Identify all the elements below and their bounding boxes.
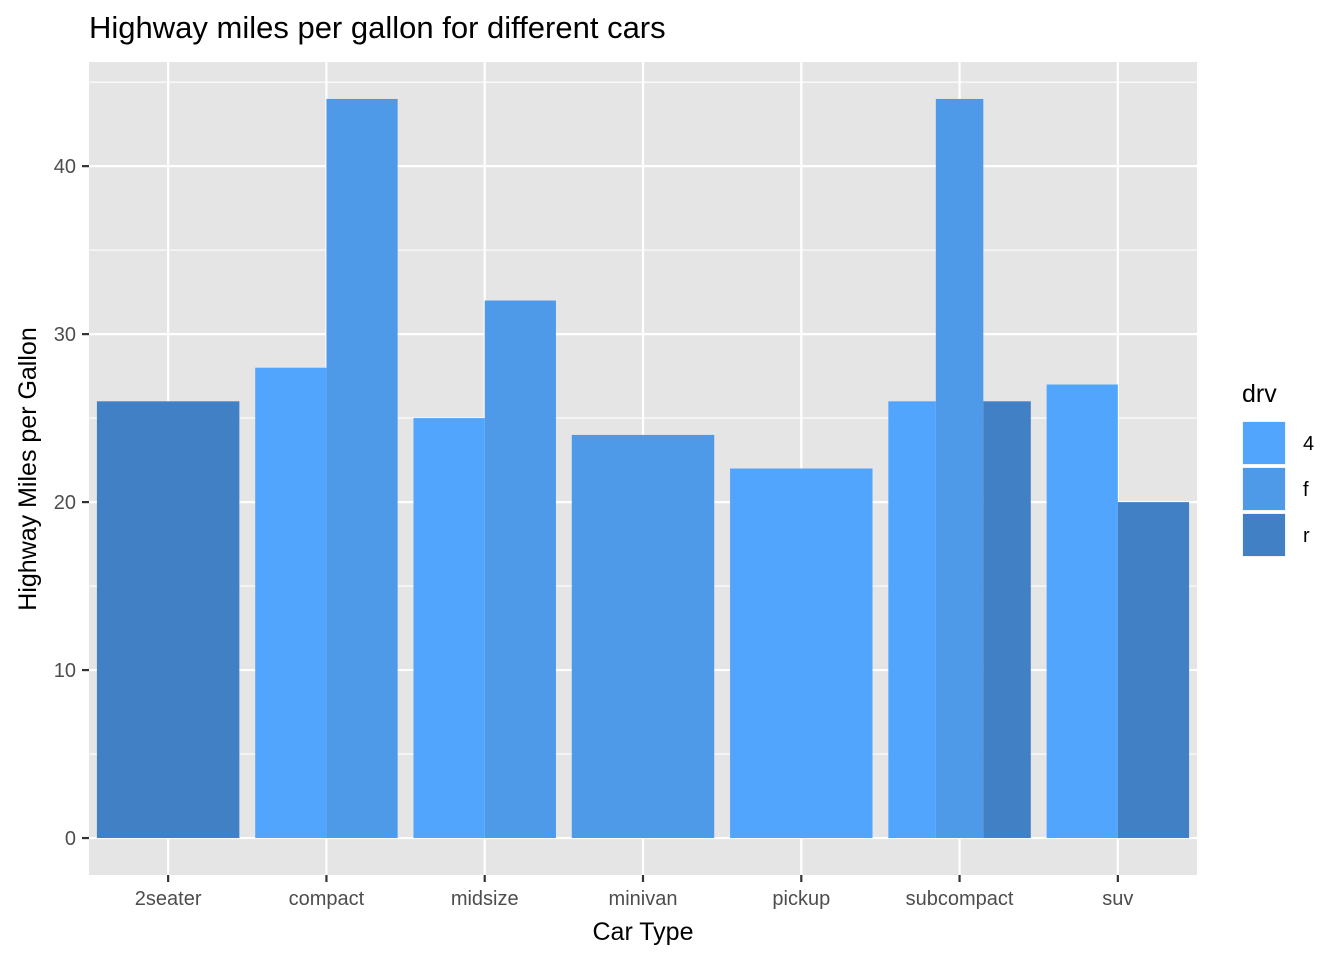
bar-suv-r: [1117, 502, 1190, 839]
bar-subcompact-4: [888, 401, 936, 839]
legend: drv 4 f r: [1242, 380, 1314, 557]
bar-minivan-f: [571, 434, 715, 839]
bar-subcompact-r: [983, 401, 1031, 839]
bar-pickup-4: [730, 468, 873, 839]
bar-subcompact-f: [935, 98, 984, 839]
x-tick-label-compact: compact: [289, 888, 365, 910]
legend-swatch-4: [1243, 422, 1285, 464]
legend-label-4: 4: [1303, 433, 1314, 455]
x-axis: 2seater compact midsize minivan pickup subcom…: [135, 875, 1133, 910]
bar-midsize-f: [484, 300, 556, 839]
x-tick-label-minivan: minivan: [609, 888, 678, 910]
bar-compact-f: [326, 98, 398, 839]
bar-suv-4: [1046, 384, 1118, 839]
x-axis-title: Car Type: [593, 918, 694, 946]
y-tick-label: 40: [54, 156, 76, 178]
y-axis-title: Highway Miles per Gallon: [14, 327, 42, 610]
x-tick-label-2seater: 2seater: [135, 888, 202, 910]
y-tick-label: 20: [54, 492, 76, 514]
x-tick-label-pickup: pickup: [772, 888, 830, 910]
legend-label-f: f: [1303, 479, 1309, 501]
y-tick-label: 0: [65, 828, 76, 850]
y-axis: 0 10 20 30 40: [54, 156, 89, 850]
chart-title: Highway miles per gallon for different c…: [89, 10, 666, 45]
x-tick-label-subcompact: subcompact: [906, 888, 1014, 910]
bar-2seater-r: [96, 401, 240, 839]
plot-panel: [89, 62, 1197, 875]
bar-compact-4: [255, 367, 327, 839]
y-tick-label: 30: [54, 324, 76, 346]
y-tick-label: 10: [54, 660, 76, 682]
legend-title: drv: [1242, 380, 1277, 408]
x-tick-label-midsize: midsize: [451, 888, 519, 910]
legend-swatch-r: [1243, 514, 1285, 556]
bar-midsize-4: [413, 418, 485, 839]
legend-swatch-f: [1243, 468, 1285, 510]
x-tick-label-suv: suv: [1102, 888, 1133, 910]
legend-label-r: r: [1303, 525, 1310, 547]
